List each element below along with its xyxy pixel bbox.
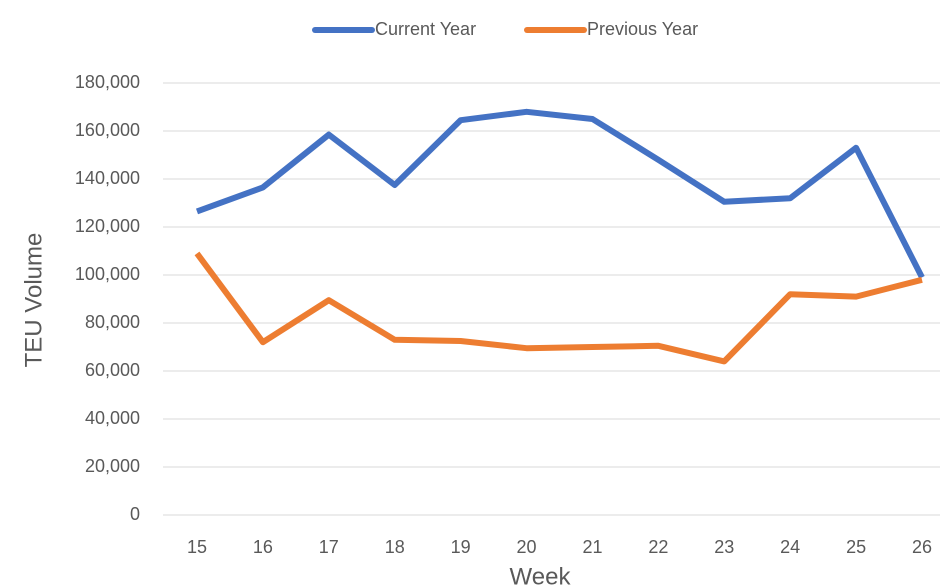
x-tick-label: 25 bbox=[846, 537, 866, 557]
y-tick-label: 160,000 bbox=[75, 120, 140, 140]
y-tick-label: 80,000 bbox=[85, 312, 140, 332]
x-tick-label: 26 bbox=[912, 537, 932, 557]
series-line bbox=[194, 251, 923, 365]
x-tick-label: 22 bbox=[648, 537, 668, 557]
x-tick-label: 15 bbox=[187, 537, 207, 557]
x-axis-title: Week bbox=[510, 563, 572, 587]
x-tick-label: 19 bbox=[451, 537, 471, 557]
y-tick-label: 120,000 bbox=[75, 216, 140, 236]
x-tick-label: 16 bbox=[253, 537, 273, 557]
y-tick-label: 0 bbox=[130, 504, 140, 524]
x-tick-label: 20 bbox=[517, 537, 537, 557]
legend-label: Previous Year bbox=[587, 19, 698, 39]
y-tick-label: 140,000 bbox=[75, 168, 140, 188]
legend-label: Current Year bbox=[375, 19, 476, 39]
y-tick-label: 100,000 bbox=[75, 264, 140, 284]
y-tick-label: 40,000 bbox=[85, 408, 140, 428]
series-line bbox=[195, 108, 925, 279]
y-tick-label: 20,000 bbox=[85, 456, 140, 476]
x-tick-label: 18 bbox=[385, 537, 405, 557]
x-tick-label: 17 bbox=[319, 537, 339, 557]
x-tick-label: 23 bbox=[714, 537, 734, 557]
x-tick-label: 24 bbox=[780, 537, 800, 557]
y-tick-label: 60,000 bbox=[85, 360, 140, 380]
y-tick-label: 180,000 bbox=[75, 72, 140, 92]
x-tick-label: 21 bbox=[582, 537, 602, 557]
y-axis-title: TEU Volume bbox=[20, 233, 47, 368]
